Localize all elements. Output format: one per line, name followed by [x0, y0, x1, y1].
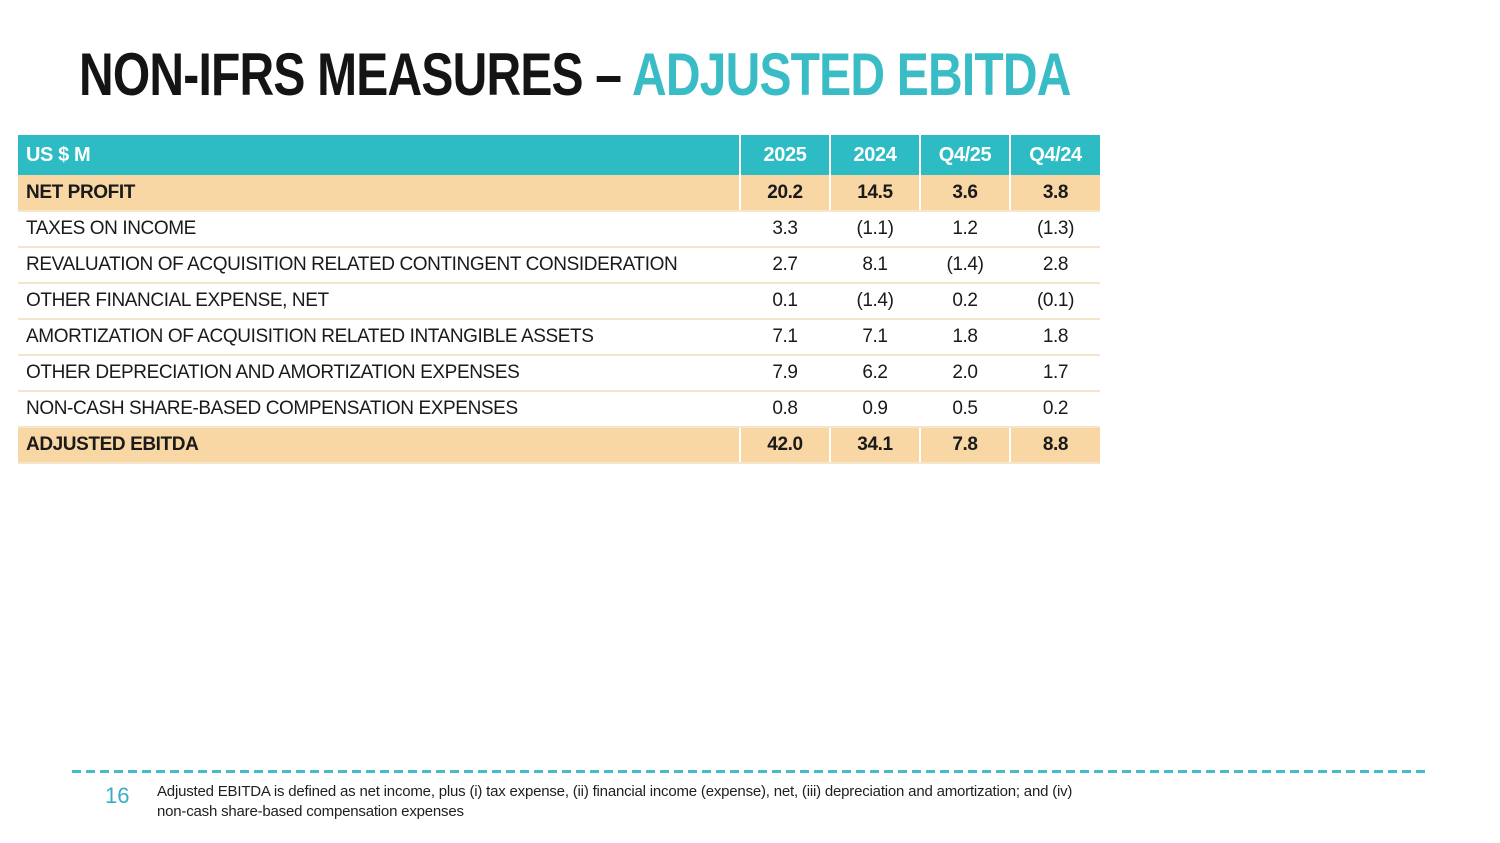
- row-value: 2.7: [739, 247, 830, 284]
- row-value: 0.5: [919, 391, 1010, 428]
- row-value: 0.8: [739, 391, 830, 428]
- page-title-main: NON-IFRS MEASURES –: [79, 41, 632, 108]
- column-header-period: 2024: [829, 135, 920, 175]
- row-value: 42.0: [739, 427, 830, 464]
- row-label: TAXES ON INCOME: [18, 211, 740, 248]
- row-value: 2.8: [1009, 247, 1100, 284]
- row-label: NON-CASH SHARE-BASED COMPENSATION EXPENS…: [18, 391, 740, 428]
- row-value: 1.2: [919, 211, 1010, 248]
- row-value: 1.7: [1009, 355, 1100, 392]
- row-value: 3.6: [919, 175, 1010, 212]
- footnote-text: Adjusted EBITDA is defined as net income…: [157, 783, 1073, 820]
- adjusted-ebitda-table: US $ M 2025 2024 Q4/25 Q4/24 NET PROFIT 20.2 1…: [18, 135, 1100, 464]
- table-head: US $ M 2025 2024 Q4/25 Q4/24: [18, 135, 1100, 175]
- table-row: OTHER FINANCIAL EXPENSE, NET 0.1 (1.4) 0.2(…: [18, 283, 1100, 320]
- row-label: REVALUATION OF ACQUISITION RELATED CONTI…: [18, 247, 740, 284]
- column-header-period: Q4/25: [919, 135, 1010, 175]
- table-row: REVALUATION OF ACQUISITION RELATED CONTI…: [18, 247, 1100, 284]
- table-row: TAXES ON INCOME 3.3 (1.1) 1.2 (1.3): [18, 211, 1100, 248]
- row-label: OTHER DEPRECIATION AND AMORTIZATION EXPE…: [18, 355, 740, 392]
- row-value: 1.8: [919, 319, 1010, 356]
- footer-dashed-divider: [72, 770, 1428, 773]
- row-value: 8.1: [829, 247, 920, 284]
- row-value: 3.8: [1009, 175, 1100, 212]
- table-row: AMORTIZATION OF ACQUISITION RELATED INTA…: [18, 319, 1100, 356]
- row-value: 34.1: [829, 427, 920, 464]
- row-value: 7.8: [919, 427, 1010, 464]
- row-value: 20.2: [739, 175, 830, 212]
- row-value: 7.1: [739, 319, 830, 356]
- row-value: 8.8: [1009, 427, 1100, 464]
- table-row: OTHER DEPRECIATION AND AMORTIZATION EXPE…: [18, 355, 1100, 392]
- row-value: 0.2: [1009, 391, 1100, 428]
- row-value: (0.1): [1009, 283, 1100, 320]
- table-row: NET PROFIT 20.2 14.5 3.6 3.8: [18, 175, 1100, 212]
- table-header-row: US $ M 2025 2024 Q4/25 Q4/24: [18, 135, 1100, 175]
- column-header-period: 2025: [739, 135, 830, 175]
- row-value: 1.8: [1009, 319, 1100, 356]
- column-header-period: Q4/24: [1009, 135, 1100, 175]
- row-value: (1.3): [1009, 211, 1100, 248]
- table-row: NON-CASH SHARE-BASED COMPENSATION EXPENS…: [18, 391, 1100, 428]
- row-label: ADJUSTED EBITDA: [18, 427, 740, 464]
- row-value: 6.2: [829, 355, 920, 392]
- row-value: 0.1: [739, 283, 830, 320]
- table-body: NET PROFIT 20.2 14.5 3.6 3.8 TAXES ON INCOME 3…: [18, 175, 1100, 464]
- row-value: (1.1): [829, 211, 920, 248]
- row-label: NET PROFIT: [18, 175, 740, 212]
- row-value: 7.9: [739, 355, 830, 392]
- row-value: 3.3: [739, 211, 830, 248]
- row-value: 0.9: [829, 391, 920, 428]
- row-value: (1.4): [829, 283, 920, 320]
- row-label: AMORTIZATION OF ACQUISITION RELATED INTA…: [18, 319, 740, 356]
- page-title: NON-IFRS MEASURES – ADJUSTED EBITDA: [79, 40, 1071, 109]
- column-header-unit: US $ M: [18, 135, 740, 175]
- table-row: ADJUSTED EBITDA 42.0 34.1 7.8 8.8: [18, 427, 1100, 464]
- row-value: 14.5: [829, 175, 920, 212]
- row-value: 0.2: [919, 283, 1010, 320]
- page-number: 16: [105, 783, 130, 808]
- row-value: 7.1: [829, 319, 920, 356]
- row-value: 2.0: [919, 355, 1010, 392]
- row-label: OTHER FINANCIAL EXPENSE, NET: [18, 283, 740, 320]
- page-title-accent: ADJUSTED EBITDA: [631, 41, 1072, 108]
- row-value: (1.4): [919, 247, 1010, 284]
